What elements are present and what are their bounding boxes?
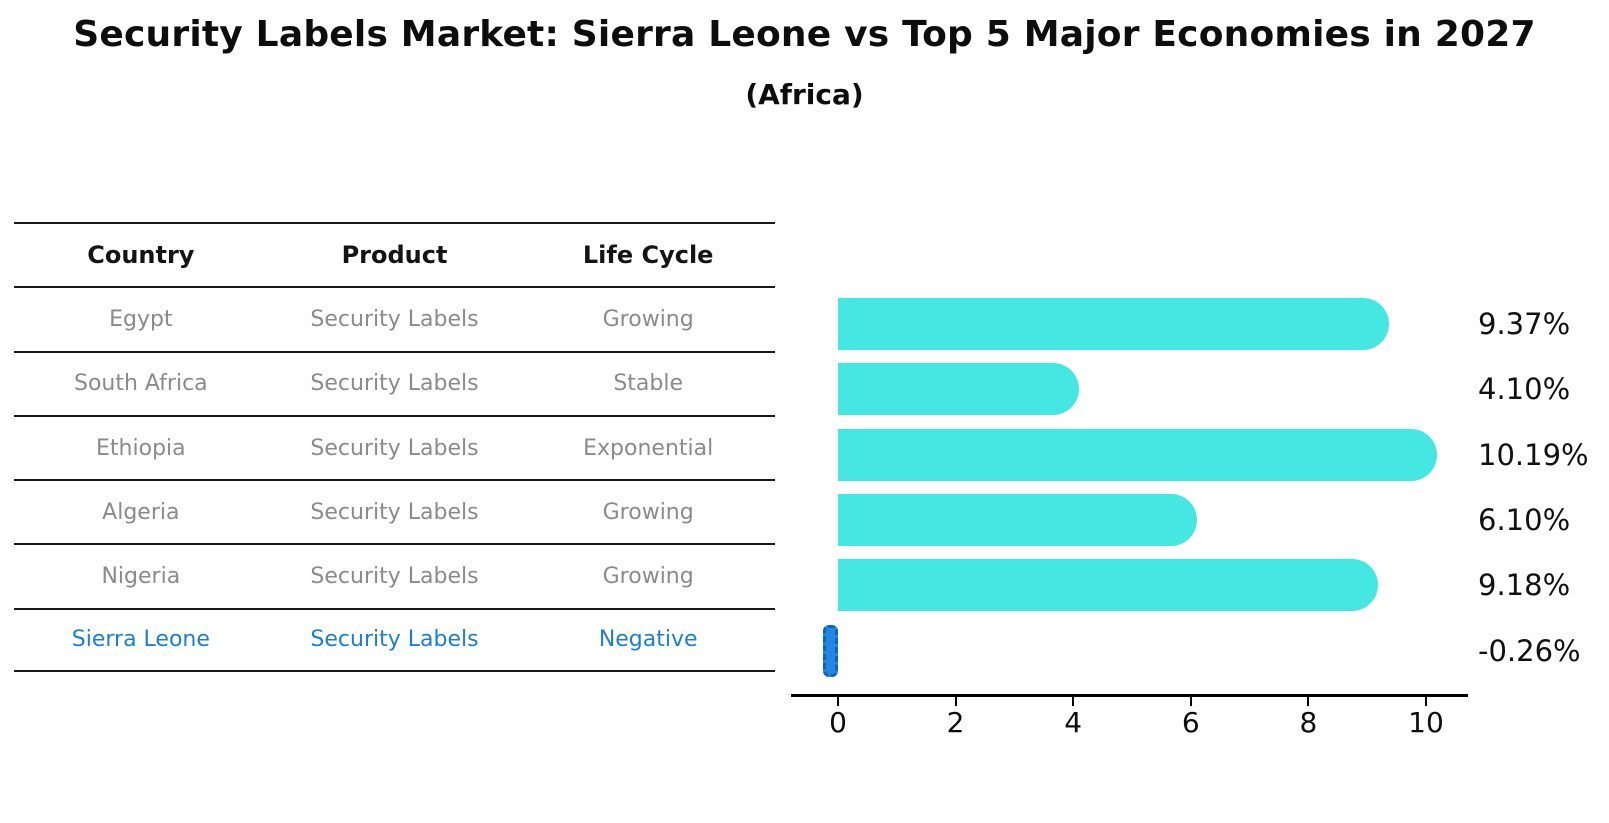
cell-country: Egypt <box>109 306 173 332</box>
x-axis-tick <box>1425 694 1427 706</box>
bar-ethiopia <box>838 428 1438 481</box>
cell-life-cycle: Growing <box>602 564 694 590</box>
chart-subtitle: (Africa) <box>745 78 864 111</box>
value-label: 9.37% <box>1478 307 1571 341</box>
bar-nigeria <box>838 559 1378 612</box>
value-label: 10.19% <box>1478 437 1589 472</box>
value-label: -0.26% <box>1478 633 1581 668</box>
chart-title: Security Labels Market: Sierra Leone vs … <box>73 14 1536 55</box>
value-label: 6.10% <box>1478 502 1571 537</box>
x-axis-tick-label: 0 <box>829 706 847 739</box>
cell-country: South Africa <box>73 371 208 397</box>
cell-life-cycle: Negative <box>598 627 698 653</box>
x-axis-tick <box>837 694 839 706</box>
cell-product: Security Labels <box>310 564 479 590</box>
cell-life-cycle: Exponential <box>583 435 714 461</box>
comparison-table: Country Product Life Cycle Egypt Securit… <box>14 222 775 673</box>
value-label: 9.18% <box>1478 568 1571 603</box>
table-row-highlighted: Sierra Leone Security Labels Negative <box>14 607 775 673</box>
x-axis-tick-label: 2 <box>946 706 965 739</box>
bar-algeria <box>838 493 1197 546</box>
cell-country: Nigeria <box>101 564 181 590</box>
table-header-row: Country Product Life Cycle <box>14 222 775 286</box>
cell-product: Security Labels <box>310 499 479 525</box>
column-header-product: Product <box>341 241 448 270</box>
table-row: Algeria Security Labels Growing <box>14 479 775 543</box>
x-axis-tick <box>1189 694 1192 706</box>
cell-country: Algeria <box>102 499 180 525</box>
x-axis-tick-label: 8 <box>1299 706 1318 739</box>
cell-life-cycle: Stable <box>613 371 684 397</box>
cell-product: Security Labels <box>310 371 479 397</box>
bar-sierra-leone <box>822 624 838 677</box>
cell-product: Security Labels <box>310 627 479 653</box>
x-axis-tick-label: 6 <box>1181 706 1200 739</box>
x-axis-tick-label: 4 <box>1064 706 1083 739</box>
cell-product: Security Labels <box>310 306 479 332</box>
value-label: 4.10% <box>1478 372 1571 407</box>
bar-egypt <box>838 298 1389 350</box>
column-header-life-cycle: Life Cycle <box>582 241 714 270</box>
cell-life-cycle: Growing <box>602 306 694 332</box>
table-row: Ethiopia Security Labels Exponential <box>14 414 775 479</box>
x-axis-tick-label: 10 <box>1408 706 1444 739</box>
cell-life-cycle: Growing <box>602 499 694 525</box>
table-row: Nigeria Security Labels Growing <box>14 543 775 607</box>
bar-south-africa <box>838 363 1080 416</box>
table-row: South Africa Security Labels Stable <box>14 350 775 415</box>
x-axis-tick <box>1072 694 1075 706</box>
table-row: Egypt Security Labels Growing <box>14 286 775 350</box>
cell-product: Security Labels <box>310 435 479 461</box>
cell-country: Ethiopia <box>96 435 186 461</box>
x-axis-tick <box>1307 694 1310 706</box>
x-axis-tick <box>954 694 957 706</box>
x-axis-line <box>791 694 1468 697</box>
cell-country: Sierra Leone <box>71 627 210 653</box>
column-header-country: Country <box>87 241 195 270</box>
